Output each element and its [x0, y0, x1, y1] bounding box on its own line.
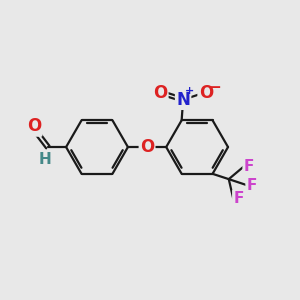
Text: H: H	[39, 152, 52, 167]
Text: F: F	[247, 178, 257, 193]
Text: O: O	[153, 84, 167, 102]
Text: F: F	[233, 191, 244, 206]
Text: +: +	[185, 86, 194, 96]
Text: F: F	[244, 159, 254, 174]
Text: O: O	[27, 117, 41, 135]
Text: O: O	[199, 84, 213, 102]
Text: −: −	[208, 80, 221, 95]
Text: N: N	[176, 91, 190, 109]
Text: O: O	[140, 138, 154, 156]
